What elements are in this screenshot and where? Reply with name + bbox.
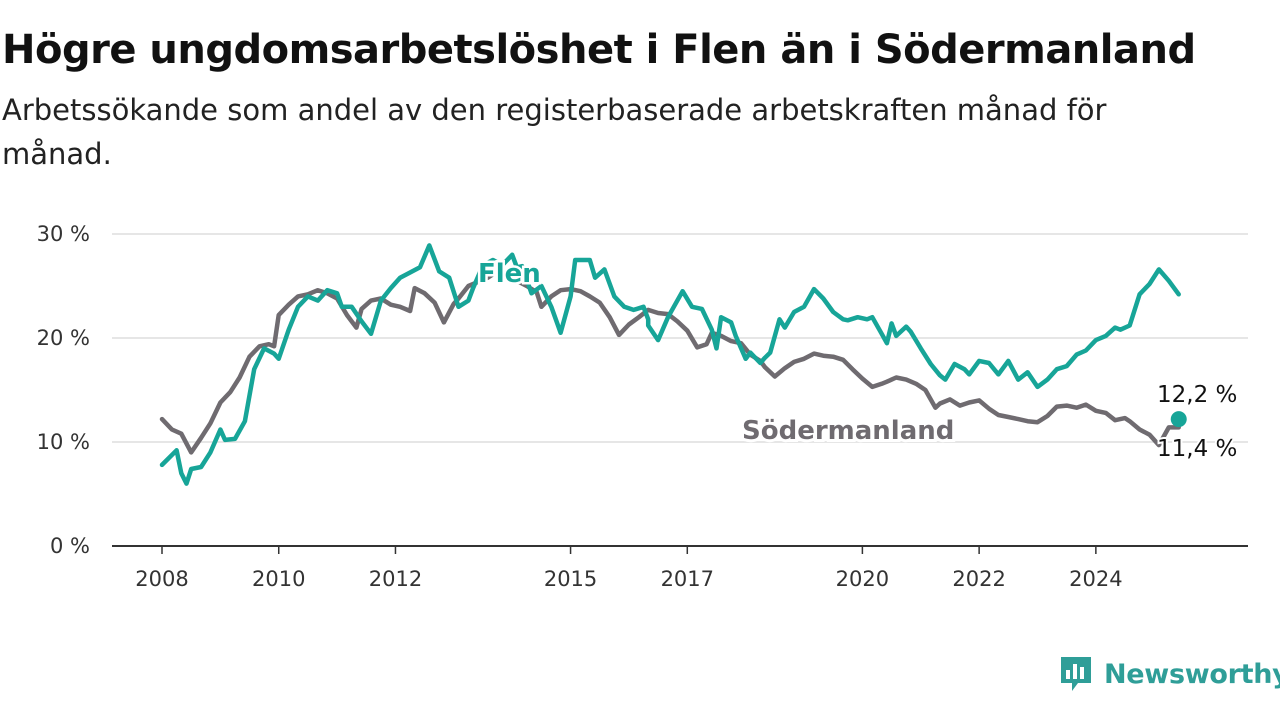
bar-chart-logo-icon bbox=[1061, 657, 1091, 691]
flen-series-label: Flen bbox=[478, 259, 541, 289]
brand-name: Newsworthy bbox=[1104, 658, 1280, 690]
x-tick-label: 2015 bbox=[544, 567, 597, 591]
y-tick-label: 20 % bbox=[37, 326, 90, 350]
sodermanland-series-label: Södermanland bbox=[742, 416, 954, 446]
y-tick-label: 0 % bbox=[50, 534, 90, 558]
series-lines bbox=[159, 243, 1181, 486]
sodermanland-end-value-label: 11,4 % bbox=[1157, 436, 1237, 462]
grid-lines bbox=[112, 233, 1248, 443]
brand-logo[interactable]: Newsworthy bbox=[1058, 652, 1280, 696]
chart-subtitle: Arbetssökande som andel av den registerb… bbox=[2, 93, 1107, 171]
chart-title: Högre ungdomsarbetslöshet i Flen än i Sö… bbox=[2, 27, 1196, 73]
y-tick-label: 30 % bbox=[37, 222, 90, 246]
flen-end-value-label: 12,2 % bbox=[1157, 382, 1237, 408]
flen-series-line bbox=[159, 243, 1181, 486]
x-tick-label: 2024 bbox=[1069, 567, 1122, 591]
x-tick-label: 2022 bbox=[952, 567, 1005, 591]
series-labels: Flen Södermanland 12,2 % 11,4 % bbox=[476, 257, 1240, 465]
x-tick-label: 2020 bbox=[836, 567, 889, 591]
y-tick-label: 10 % bbox=[37, 430, 90, 454]
x-tick-label: 2017 bbox=[661, 567, 714, 591]
y-axis-ticks: 0 % 10 % 20 % 30 % bbox=[37, 222, 90, 558]
x-tick-label: 2008 bbox=[135, 567, 188, 591]
flen-end-point bbox=[1170, 411, 1187, 428]
x-tick-label: 2012 bbox=[369, 567, 422, 591]
x-tick-label: 2010 bbox=[252, 567, 305, 591]
x-axis-ticks: 2008 2010 2012 2015 2017 2020 2022 2024 bbox=[135, 546, 1123, 591]
